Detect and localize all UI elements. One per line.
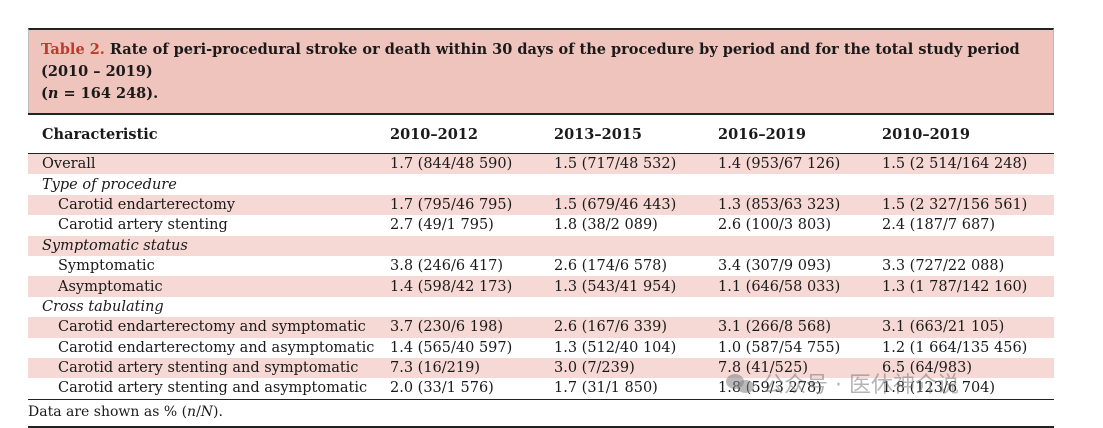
table-cell xyxy=(554,297,718,317)
table-cell: 3.4 (307/9 093) xyxy=(718,258,832,275)
table-cell: 1.5 (679/46 443) xyxy=(554,194,718,216)
table-cell: 2.7 (49/1 795) xyxy=(390,217,494,234)
table-cell: 2.6 (174/6 578) xyxy=(554,258,668,275)
caption-label: Table 2. xyxy=(41,41,105,58)
table-cell: 2.6 (100/3 803) xyxy=(718,217,832,234)
table-cell: 3.7 (230/6 198) xyxy=(390,317,554,338)
table-cell: 1.3 (512/40 104) xyxy=(554,339,677,356)
table-cell: 3.1 (663/21 105) xyxy=(882,317,1054,338)
table-cell: 1.4 (565/40 597) xyxy=(390,339,513,356)
table-cell: 1.3 (543/41 954) xyxy=(554,276,718,297)
data-table: Characteristic 2010–2012 2013–2015 2016–… xyxy=(28,113,1054,400)
table-cell: 7.8 (41/525) xyxy=(718,357,882,379)
table-row: Carotid endarterectomy and asymptomatic 1… xyxy=(28,338,1054,358)
column-header: 2010–2012 xyxy=(390,113,554,154)
table-row: Carotid artery stenting and symptomatic 7… xyxy=(28,357,1054,379)
row-label: Carotid endarterectomy and symptomatic xyxy=(28,317,390,338)
table-cell: 1.3 (853/63 323) xyxy=(718,194,882,216)
table-cell: 1.3 (1 787/142 160) xyxy=(882,276,1054,297)
table-cell: 6.5 (64/983) xyxy=(882,357,1054,379)
table-cell: 2.6 (167/6 339) xyxy=(554,317,718,338)
table-cell: 1.5 (2 514/164 248) xyxy=(882,153,1054,175)
table-row: Carotid artery stenting and asymptomatic… xyxy=(28,378,1054,400)
row-label: Asymptomatic xyxy=(28,276,390,297)
table-row: Carotid endarterectomy 1.7 (795/46 795) 1.… xyxy=(28,194,1054,216)
header-row: Characteristic 2010–2012 2013–2015 2016–… xyxy=(28,113,1054,154)
table-cell: 7.3 (16/219) xyxy=(390,357,554,379)
table-cell: 3.1 (266/8 568) xyxy=(718,317,882,338)
table-cell: 1.4 (953/67 126) xyxy=(718,153,882,175)
table-cell: 3.8 (246/6 417) xyxy=(390,258,504,275)
table-cell: 1.7 (795/46 795) xyxy=(390,194,554,216)
column-header: Characteristic xyxy=(28,113,390,154)
table-cell xyxy=(718,297,882,317)
table-cell: 1.8 (123/6 704) xyxy=(882,378,1054,400)
table-cell: 1.0 (587/54 755) xyxy=(718,339,841,356)
row-label: Symptomatic xyxy=(58,258,155,275)
row-label: Carotid endarterectomy and asymptomatic xyxy=(58,339,375,356)
table-body: Overall 1.7 (844/48 590) 1.5 (717/48 532) 1… xyxy=(28,153,1054,400)
section-row: Type of procedure xyxy=(28,174,1054,194)
section-row: Cross tabulating xyxy=(28,297,1054,317)
table-cell xyxy=(718,174,882,194)
row-label: Carotid endarterectomy xyxy=(28,194,390,216)
table-cell: 1.8 (38/2 089) xyxy=(554,217,658,234)
caption-text: Rate of peri-procedural stroke or death … xyxy=(41,41,1020,80)
table-cell xyxy=(554,235,718,256)
table-cell: 1.2 (1 664/135 456) xyxy=(882,339,1028,356)
table-cell: 3.0 (7/239) xyxy=(554,357,718,379)
row-label: Cross tabulating xyxy=(42,298,164,315)
table-cell: 1.5 (717/48 532) xyxy=(554,153,718,175)
table-cell: 1.4 (598/42 173) xyxy=(390,276,554,297)
table-cell xyxy=(554,174,718,194)
table-cell: 1.5 (2 327/156 561) xyxy=(882,194,1054,216)
table-cell xyxy=(882,235,1054,256)
table-cell xyxy=(390,174,554,194)
table-cell: 1.1 (646/58 033) xyxy=(718,276,882,297)
row-label: Type of procedure xyxy=(42,176,177,193)
table-cell: 2.0 (33/1 576) xyxy=(390,378,554,400)
caption-n: (n = 164 248). xyxy=(41,85,159,102)
column-header: 2016–2019 xyxy=(718,113,882,154)
table-cell: 1.7 (844/48 590) xyxy=(390,153,554,175)
column-header: 2010–2019 xyxy=(882,113,1054,154)
section-row: Symptomatic status xyxy=(28,235,1054,256)
table-cell xyxy=(390,235,554,256)
row-label: Carotid artery stenting and symptomatic xyxy=(28,357,390,379)
table-cell xyxy=(718,235,882,256)
row-label: Symptomatic status xyxy=(28,235,390,256)
table-cell xyxy=(882,297,1054,317)
table-cell: 1.8 (59/3 278) xyxy=(718,378,882,400)
table-cell: 3.3 (727/22 088) xyxy=(882,258,1005,275)
column-header: 2013–2015 xyxy=(554,113,718,154)
table-cell: 2.4 (187/7 687) xyxy=(882,217,996,234)
table-row: Overall 1.7 (844/48 590) 1.5 (717/48 532) 1… xyxy=(28,153,1054,175)
row-label: Carotid artery stenting xyxy=(58,217,228,234)
row-label: Carotid artery stenting and asymptomatic xyxy=(28,378,390,400)
table-footnote: Data are shown as % (n/N). xyxy=(28,404,1054,428)
table-cell: 1.7 (31/1 850) xyxy=(554,378,718,400)
table-row: Carotid artery stenting 2.7 (49/1 795) 1.8… xyxy=(28,215,1054,235)
table-caption: Table 2. Rate of peri-procedural stroke … xyxy=(28,28,1054,113)
table-row: Carotid endarterectomy and symptomatic 3.… xyxy=(28,317,1054,338)
table-cell xyxy=(390,297,554,317)
table-container: Table 2. Rate of peri-procedural stroke … xyxy=(28,28,1054,428)
table-row: Symptomatic 3.8 (246/6 417) 2.6 (174/6 578… xyxy=(28,256,1054,276)
footnote-text: Data are shown as % (n/N). xyxy=(28,403,223,420)
table-row: Asymptomatic 1.4 (598/42 173) 1.3 (543/41 … xyxy=(28,276,1054,297)
row-label: Overall xyxy=(28,153,390,175)
table-cell xyxy=(882,174,1054,194)
